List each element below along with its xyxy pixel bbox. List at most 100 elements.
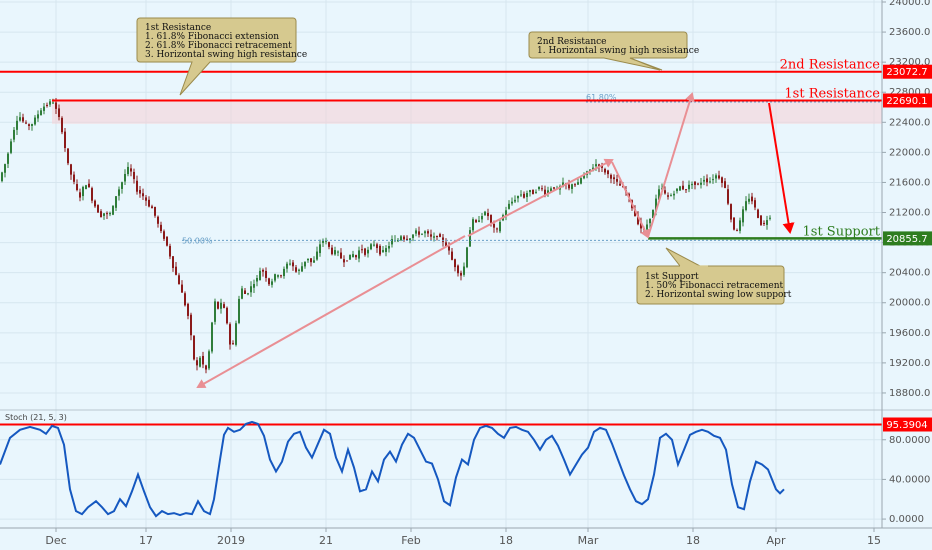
candle-body [715, 175, 717, 179]
svg-text:23072.7: 23072.7 [886, 67, 927, 78]
candle-body [331, 247, 333, 255]
support-1-label: 1st Support [803, 224, 881, 239]
candle-body [550, 188, 552, 192]
callout-resistance-1: 1st Resistance 1. 61.8% Fibonacci extens… [136, 17, 307, 96]
candle-body [757, 209, 759, 218]
candle-body [250, 286, 252, 293]
candle-body [280, 275, 282, 277]
candle-body [391, 239, 393, 245]
candle-body [370, 244, 372, 250]
candle-body [178, 275, 180, 285]
candle-body [640, 221, 642, 229]
candle-body [106, 213, 108, 215]
callout-res1-line-1: 1st Resistance [145, 23, 211, 33]
candle-body [217, 301, 219, 309]
candle-body [373, 244, 375, 246]
candle-body [334, 250, 336, 255]
candle-body [136, 180, 138, 192]
candle-body [271, 281, 273, 285]
candle-body [382, 250, 384, 252]
candle-body [148, 199, 150, 207]
candle-body [646, 224, 648, 230]
stoch-tick-label: 0.0000 [889, 514, 924, 525]
candle-body [355, 255, 357, 258]
candle-body [73, 174, 75, 182]
candle-body [493, 224, 495, 228]
candle-body [547, 190, 549, 195]
stoch-axis[interactable]: 80.0000 40.0000 0.0000 [882, 435, 930, 525]
candle-body [67, 148, 69, 164]
svg-text:95.3904: 95.3904 [886, 420, 927, 431]
candle-body [433, 236, 435, 238]
callout-res2-line-1: 2nd Resistance [537, 37, 607, 47]
candle-body [505, 210, 507, 217]
price-tick-label: 18800.0 [889, 388, 930, 399]
candle-body [151, 206, 153, 209]
candle-body [667, 195, 669, 197]
candle-body [298, 269, 300, 271]
stoch-line[interactable] [0, 420, 785, 518]
candle-body [607, 170, 609, 175]
badge-resistance-1: 22690.1 [883, 93, 932, 108]
candle-body [160, 224, 162, 232]
candle-body [274, 274, 276, 281]
candle-body [535, 191, 537, 193]
candle-body [478, 220, 480, 222]
candle-body [727, 189, 729, 204]
candle-body [769, 217, 771, 219]
candle-body [685, 189, 687, 191]
candle-body [400, 236, 402, 241]
candle-body [703, 179, 705, 182]
candle-body [304, 261, 306, 267]
candle-body [766, 220, 768, 225]
candle-body [481, 216, 483, 220]
candle-body [226, 307, 228, 324]
candle-body [406, 238, 408, 241]
time-tick-label: 18 [499, 534, 513, 547]
candle-body [649, 218, 651, 224]
candle-body [169, 245, 171, 257]
price-axis[interactable]: 24000.0 23600.0 23200.0 22800.0 22400.0 22000… [882, 0, 930, 399]
candle-body [154, 206, 156, 216]
candle-body [166, 236, 168, 246]
candle-body [718, 175, 720, 179]
time-axis[interactable]: Dec 17 2019 21 Feb 18 Mar 18 Apr 15 [45, 528, 881, 547]
candle-body [145, 197, 147, 201]
candle-body [76, 184, 78, 191]
candle-body [52, 102, 54, 104]
candle-body [40, 110, 42, 116]
candle-body [415, 230, 417, 234]
candle-body [325, 240, 327, 242]
candle-body [292, 262, 294, 267]
candle-body [364, 248, 366, 255]
candle-body [262, 269, 264, 272]
price-tick-label: 24000.0 [889, 0, 930, 8]
candle-body [544, 189, 546, 195]
candle-body [340, 252, 342, 259]
candle-body [322, 240, 324, 243]
candle-body [466, 247, 468, 268]
candle-body [619, 183, 621, 186]
candle-body [124, 173, 126, 182]
time-tick-label: 21 [319, 534, 333, 547]
candle-body [658, 189, 660, 200]
time-tick-label: 18 [686, 534, 700, 547]
candle-body [526, 193, 528, 198]
candle-body [451, 251, 453, 260]
candle-body [286, 263, 288, 269]
candle-body [670, 195, 672, 197]
candle-body [409, 238, 411, 241]
price-tick-label: 23200.0 [889, 57, 930, 68]
candle-body [16, 120, 18, 130]
candle-body [610, 174, 612, 179]
candle-body [25, 122, 27, 124]
candle-body [472, 219, 474, 231]
candle-body [343, 259, 345, 263]
candle-body [187, 303, 189, 316]
candle-body [637, 214, 639, 225]
candle-body [223, 304, 225, 308]
candle-body [241, 288, 243, 299]
svg-text:22690.1: 22690.1 [886, 96, 927, 107]
